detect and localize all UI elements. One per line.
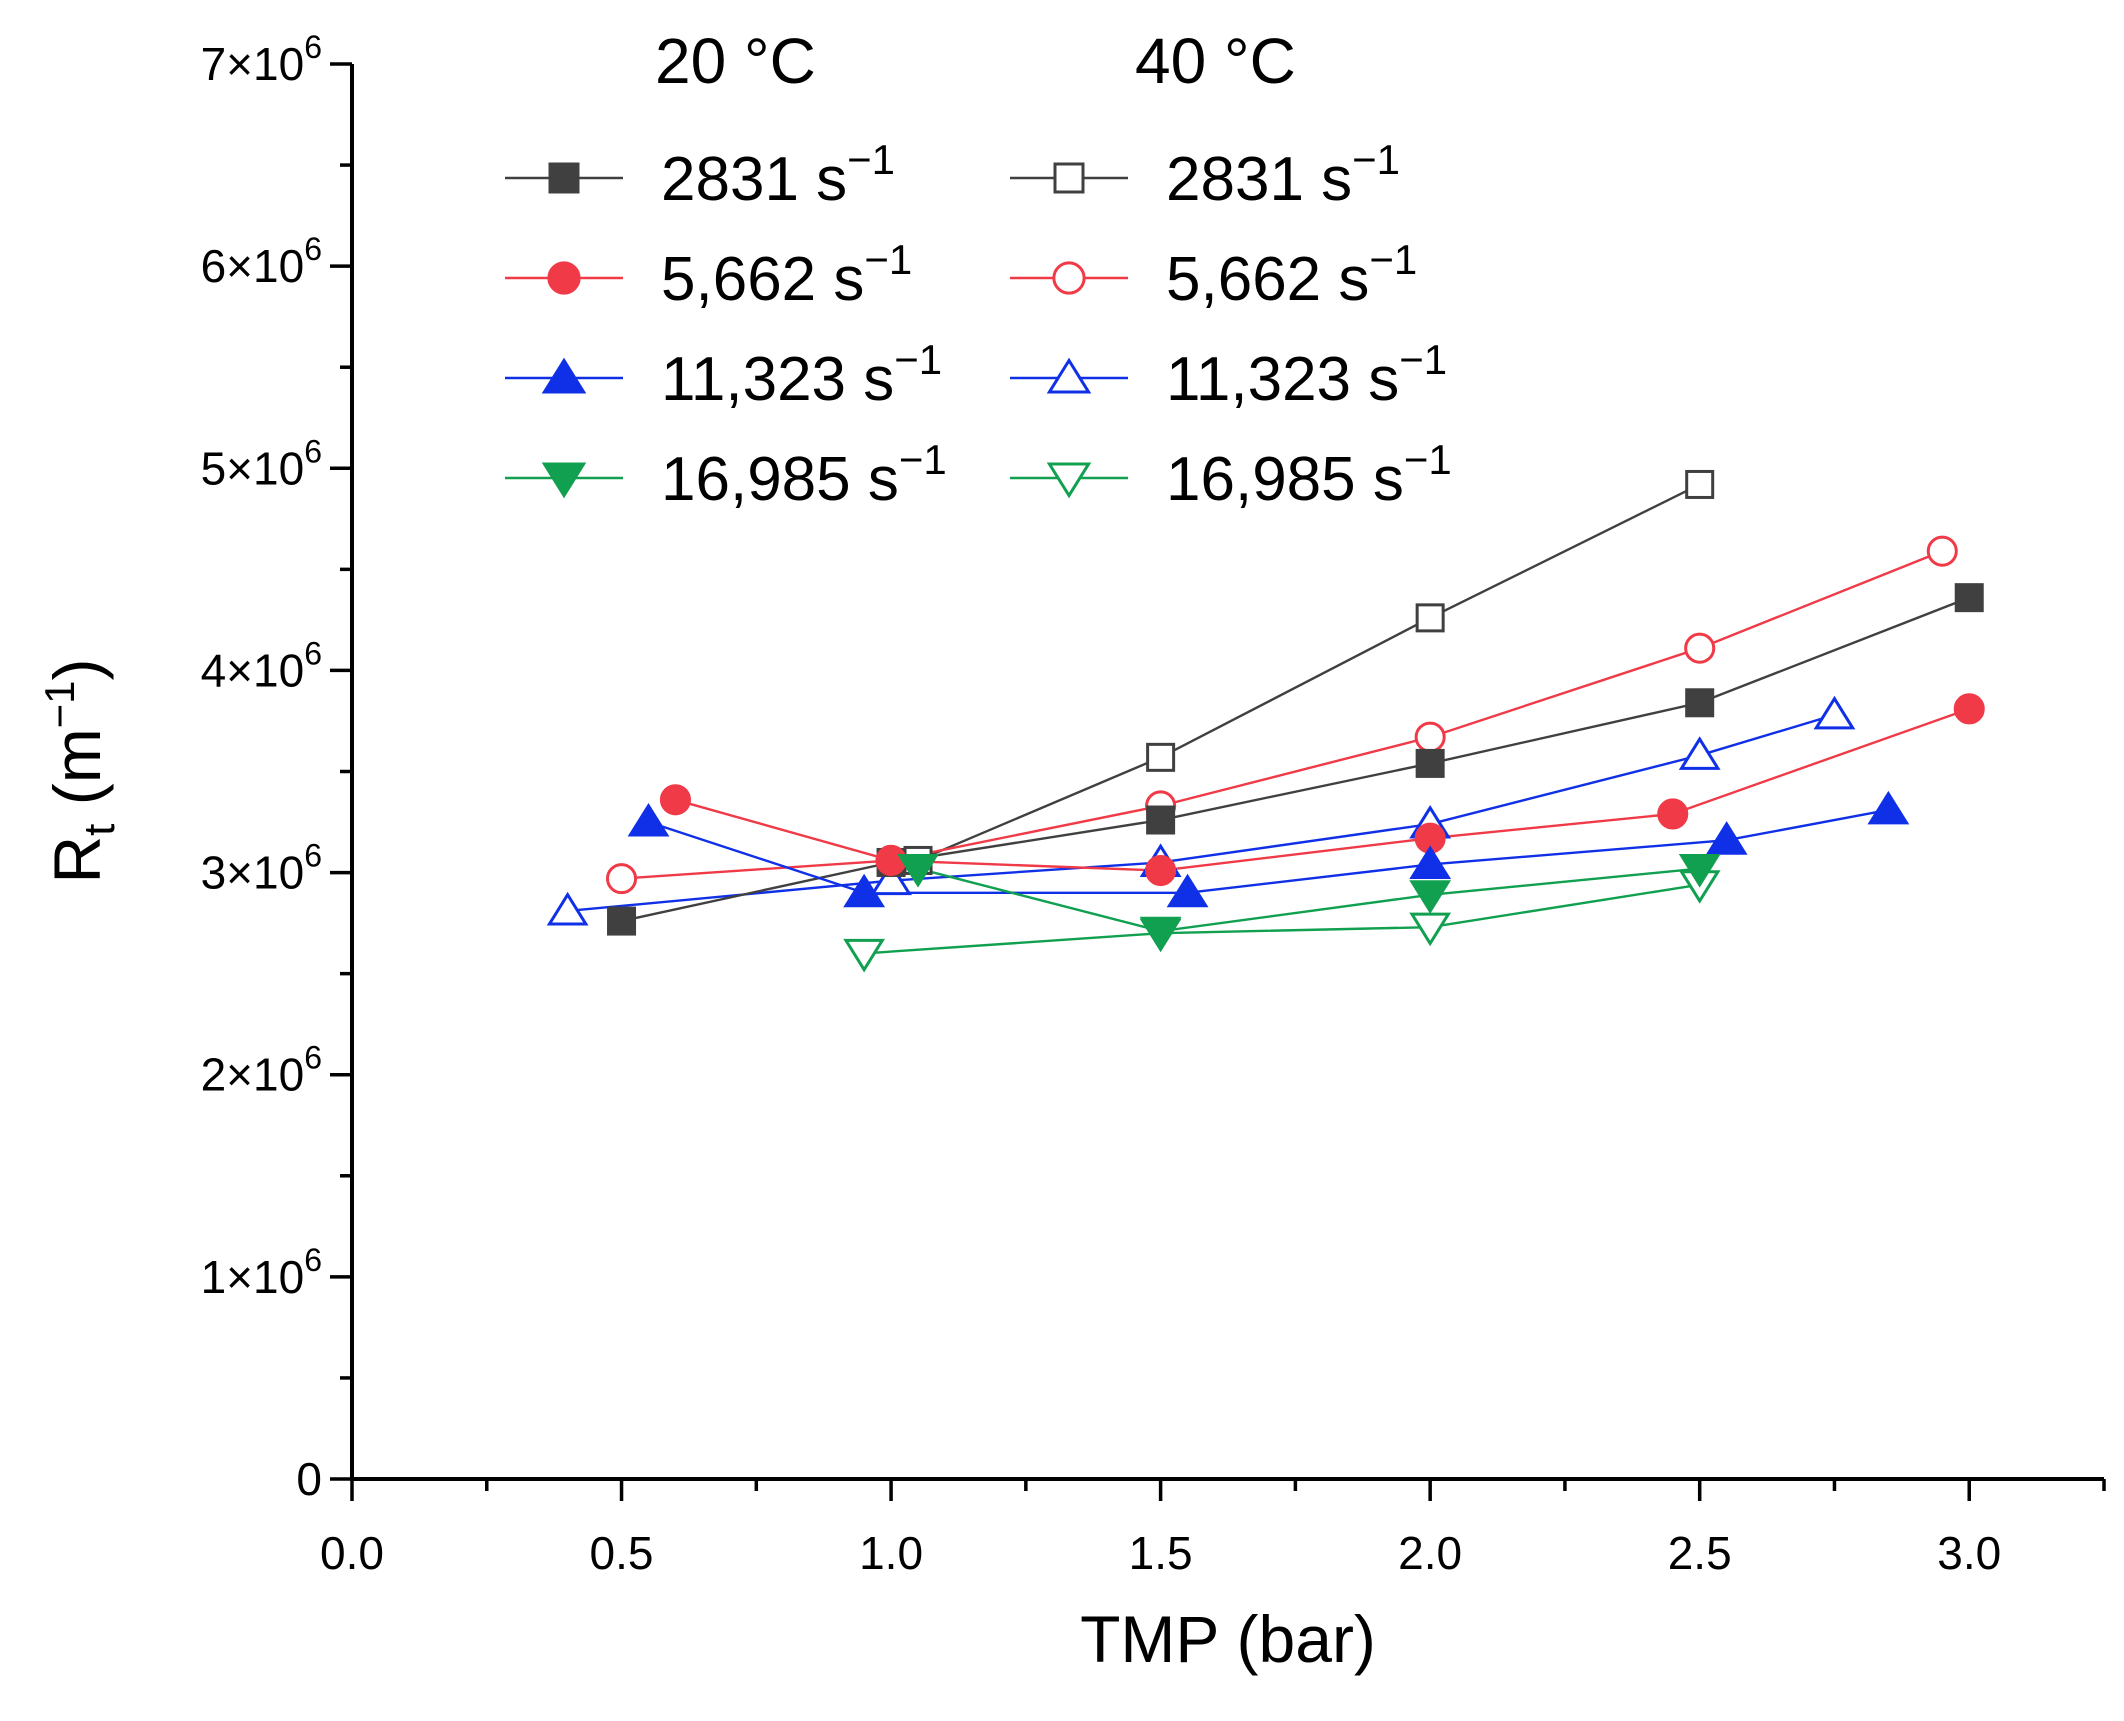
y-axis-title: Rt (m−1): [36, 658, 124, 883]
series-line: [917, 483, 1701, 862]
series-point: [870, 861, 912, 896]
legend-marker: [1046, 357, 1092, 394]
y-tick-label: 5×106: [201, 433, 322, 494]
plot-area: 0.0 0.5 1.0 1.5 2.0 2.5 3.0 0 1×106 2×106 3×106 4×…: [201, 29, 2106, 1579]
series-point: [1867, 790, 1910, 825]
series-point: [897, 854, 939, 888]
y-tick-label: 6×106: [201, 231, 322, 292]
series-line: [675, 707, 1970, 872]
y-tick-label: 2×106: [201, 1040, 322, 1101]
y-axis-title-main: R: [40, 836, 114, 884]
series-point: [875, 844, 907, 876]
x-axis-title-text: TMP (bar): [1080, 1602, 1376, 1676]
legend-marker: [547, 261, 581, 295]
legend-label: 16,985 s−1: [1166, 436, 1452, 514]
y-ticks: 0 1×106 2×106 3×106 4×106 5×106 6×106 7×106: [201, 29, 352, 1505]
legend-marker: [1053, 162, 1085, 194]
legend-marker: [1046, 462, 1092, 499]
series-point: [627, 802, 670, 837]
legend-header-20c: 20 °C: [655, 25, 816, 97]
series-line: [864, 883, 1700, 955]
y-axis-title-unit-open: (m: [40, 728, 114, 823]
legend-header-40c: 40 °C: [1135, 25, 1296, 97]
legend-label: 16,985 s−1: [661, 436, 947, 514]
series-point: [659, 784, 691, 816]
x-tick-label: 1.0: [859, 1527, 923, 1579]
legend-label: 5,662 s−1: [1166, 236, 1417, 314]
legend: 20 °C 40 °C 2831 s−1 5,662 s−1 11,323 s−1 1…: [505, 25, 1452, 514]
series-point: [843, 938, 886, 973]
series-point: [1409, 912, 1452, 947]
y-tick-label: 3×106: [201, 838, 322, 899]
legend-marker: [541, 462, 587, 499]
y-tick-label: 4×106: [201, 635, 322, 696]
legend-marker: [541, 357, 587, 394]
legend-items: 2831 s−1 5,662 s−1 11,323 s−1 16,985 s−1 283…: [505, 136, 1452, 514]
series-point: [1409, 845, 1452, 879]
series-point: [1409, 880, 1452, 914]
series-point: [1145, 855, 1177, 887]
series-point: [1678, 854, 1721, 888]
series-point: [1415, 603, 1445, 633]
y-tick-label: 0: [296, 1453, 322, 1505]
y-axis-title-sub: t: [75, 824, 124, 836]
y-axis-title-text: Rt (m−1): [36, 658, 124, 883]
series-point: [1414, 721, 1446, 753]
series-group: [546, 469, 1985, 973]
legend-label: 11,323 s−1: [661, 336, 942, 414]
series-point: [1657, 798, 1689, 830]
series-point: [1166, 873, 1209, 908]
series-point: [1685, 688, 1715, 718]
x-ticks: 0.0 0.5 1.0 1.5 2.0 2.5 3.0: [320, 1479, 2106, 1579]
x-axis-title: TMP (bar): [1080, 1602, 1376, 1676]
series-line: [567, 713, 1835, 913]
series-line: [648, 808, 1889, 894]
series-point: [1685, 469, 1715, 499]
series-point: [1705, 821, 1748, 855]
series-point: [1415, 748, 1445, 778]
series-point: [607, 906, 637, 936]
series-point: [1146, 742, 1176, 772]
x-tick-label: 0.0: [320, 1527, 384, 1579]
x-tick-label: 2.5: [1668, 1527, 1732, 1579]
y-axis-title-unit-sup: −1: [36, 680, 83, 728]
series-point: [843, 873, 886, 908]
x-tick-label: 2.0: [1398, 1527, 1462, 1579]
series-point: [546, 891, 589, 926]
series-point: [1139, 916, 1182, 951]
legend-label: 11,323 s−1: [1166, 336, 1447, 414]
series-point: [1684, 632, 1716, 664]
series-point: [1678, 736, 1721, 770]
y-axis-title-unit-close: ): [40, 658, 114, 680]
series-line: [917, 867, 1700, 933]
series-point: [1146, 805, 1176, 835]
series-line: [621, 550, 1943, 880]
series-line: [621, 596, 1970, 923]
x-tick-label: 0.5: [590, 1527, 654, 1579]
legend-marker: [1052, 261, 1086, 295]
series-point: [1926, 535, 1958, 567]
y-tick-label: 7×106: [201, 29, 322, 90]
series-point: [1954, 583, 1984, 613]
legend-label: 2831 s−1: [1166, 136, 1400, 214]
series-point: [1953, 693, 1985, 725]
x-tick-label: 1.5: [1129, 1527, 1193, 1579]
x-tick-label: 3.0: [1937, 1527, 2001, 1579]
legend-label: 5,662 s−1: [661, 236, 912, 314]
legend-marker: [548, 162, 580, 194]
y-tick-label: 1×106: [201, 1242, 322, 1303]
series-point: [1813, 695, 1856, 730]
legend-label: 2831 s−1: [661, 136, 895, 214]
series-point: [605, 863, 638, 895]
